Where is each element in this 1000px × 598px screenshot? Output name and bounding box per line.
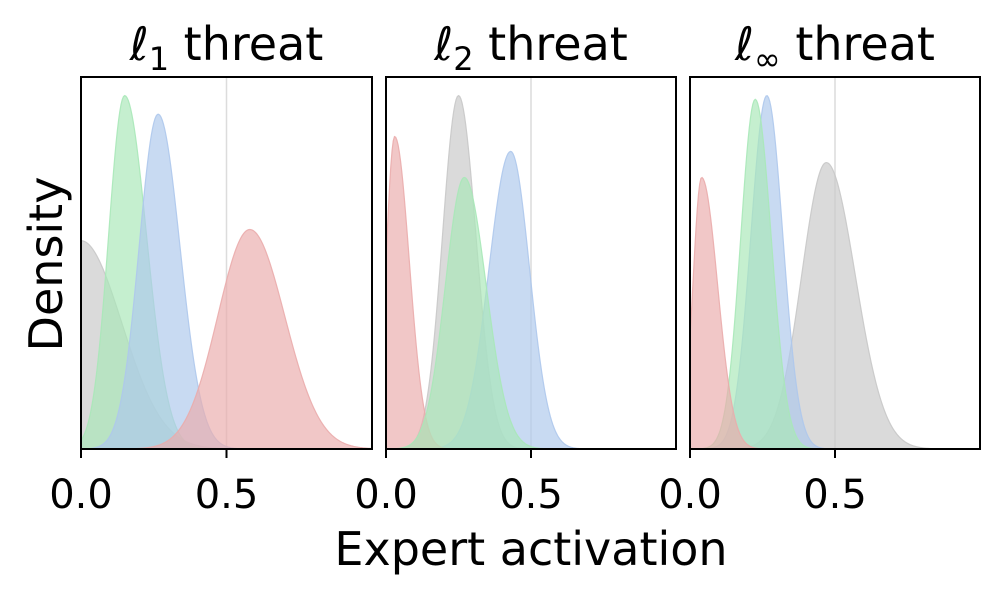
panel-title: ℓ1 threat (129, 17, 324, 78)
panel-2: 0.0 0.5 ℓ2 threat (354, 17, 677, 518)
density-area-4 (690, 176, 980, 449)
x-tick-label: 0.5 (499, 472, 563, 518)
panel-title: ℓ∞ threat (734, 17, 935, 78)
panel-3: 0.0 0.5 ℓ∞ threat (658, 17, 981, 518)
x-tick-label: 0.5 (195, 472, 259, 518)
x-tick-label: 0.0 (49, 472, 113, 518)
x-axis-label: Expert activation (334, 522, 727, 576)
x-tick-label: 0.5 (803, 472, 867, 518)
panels: 0.0 0.5 ℓ1 threat 0.0 0.5 ℓ2 threat 0.0 0.5 ℓ∞ t… (49, 17, 981, 518)
x-tick-label: 0.0 (658, 472, 722, 518)
y-axis-label: Density (19, 177, 73, 352)
panel-1: 0.0 0.5 ℓ1 threat (49, 17, 373, 518)
density-area-4 (386, 176, 676, 449)
panel-title: ℓ2 threat (433, 17, 628, 78)
density-area-3 (690, 98, 980, 449)
series-group (386, 94, 676, 449)
x-tick-label: 0.0 (354, 472, 418, 518)
